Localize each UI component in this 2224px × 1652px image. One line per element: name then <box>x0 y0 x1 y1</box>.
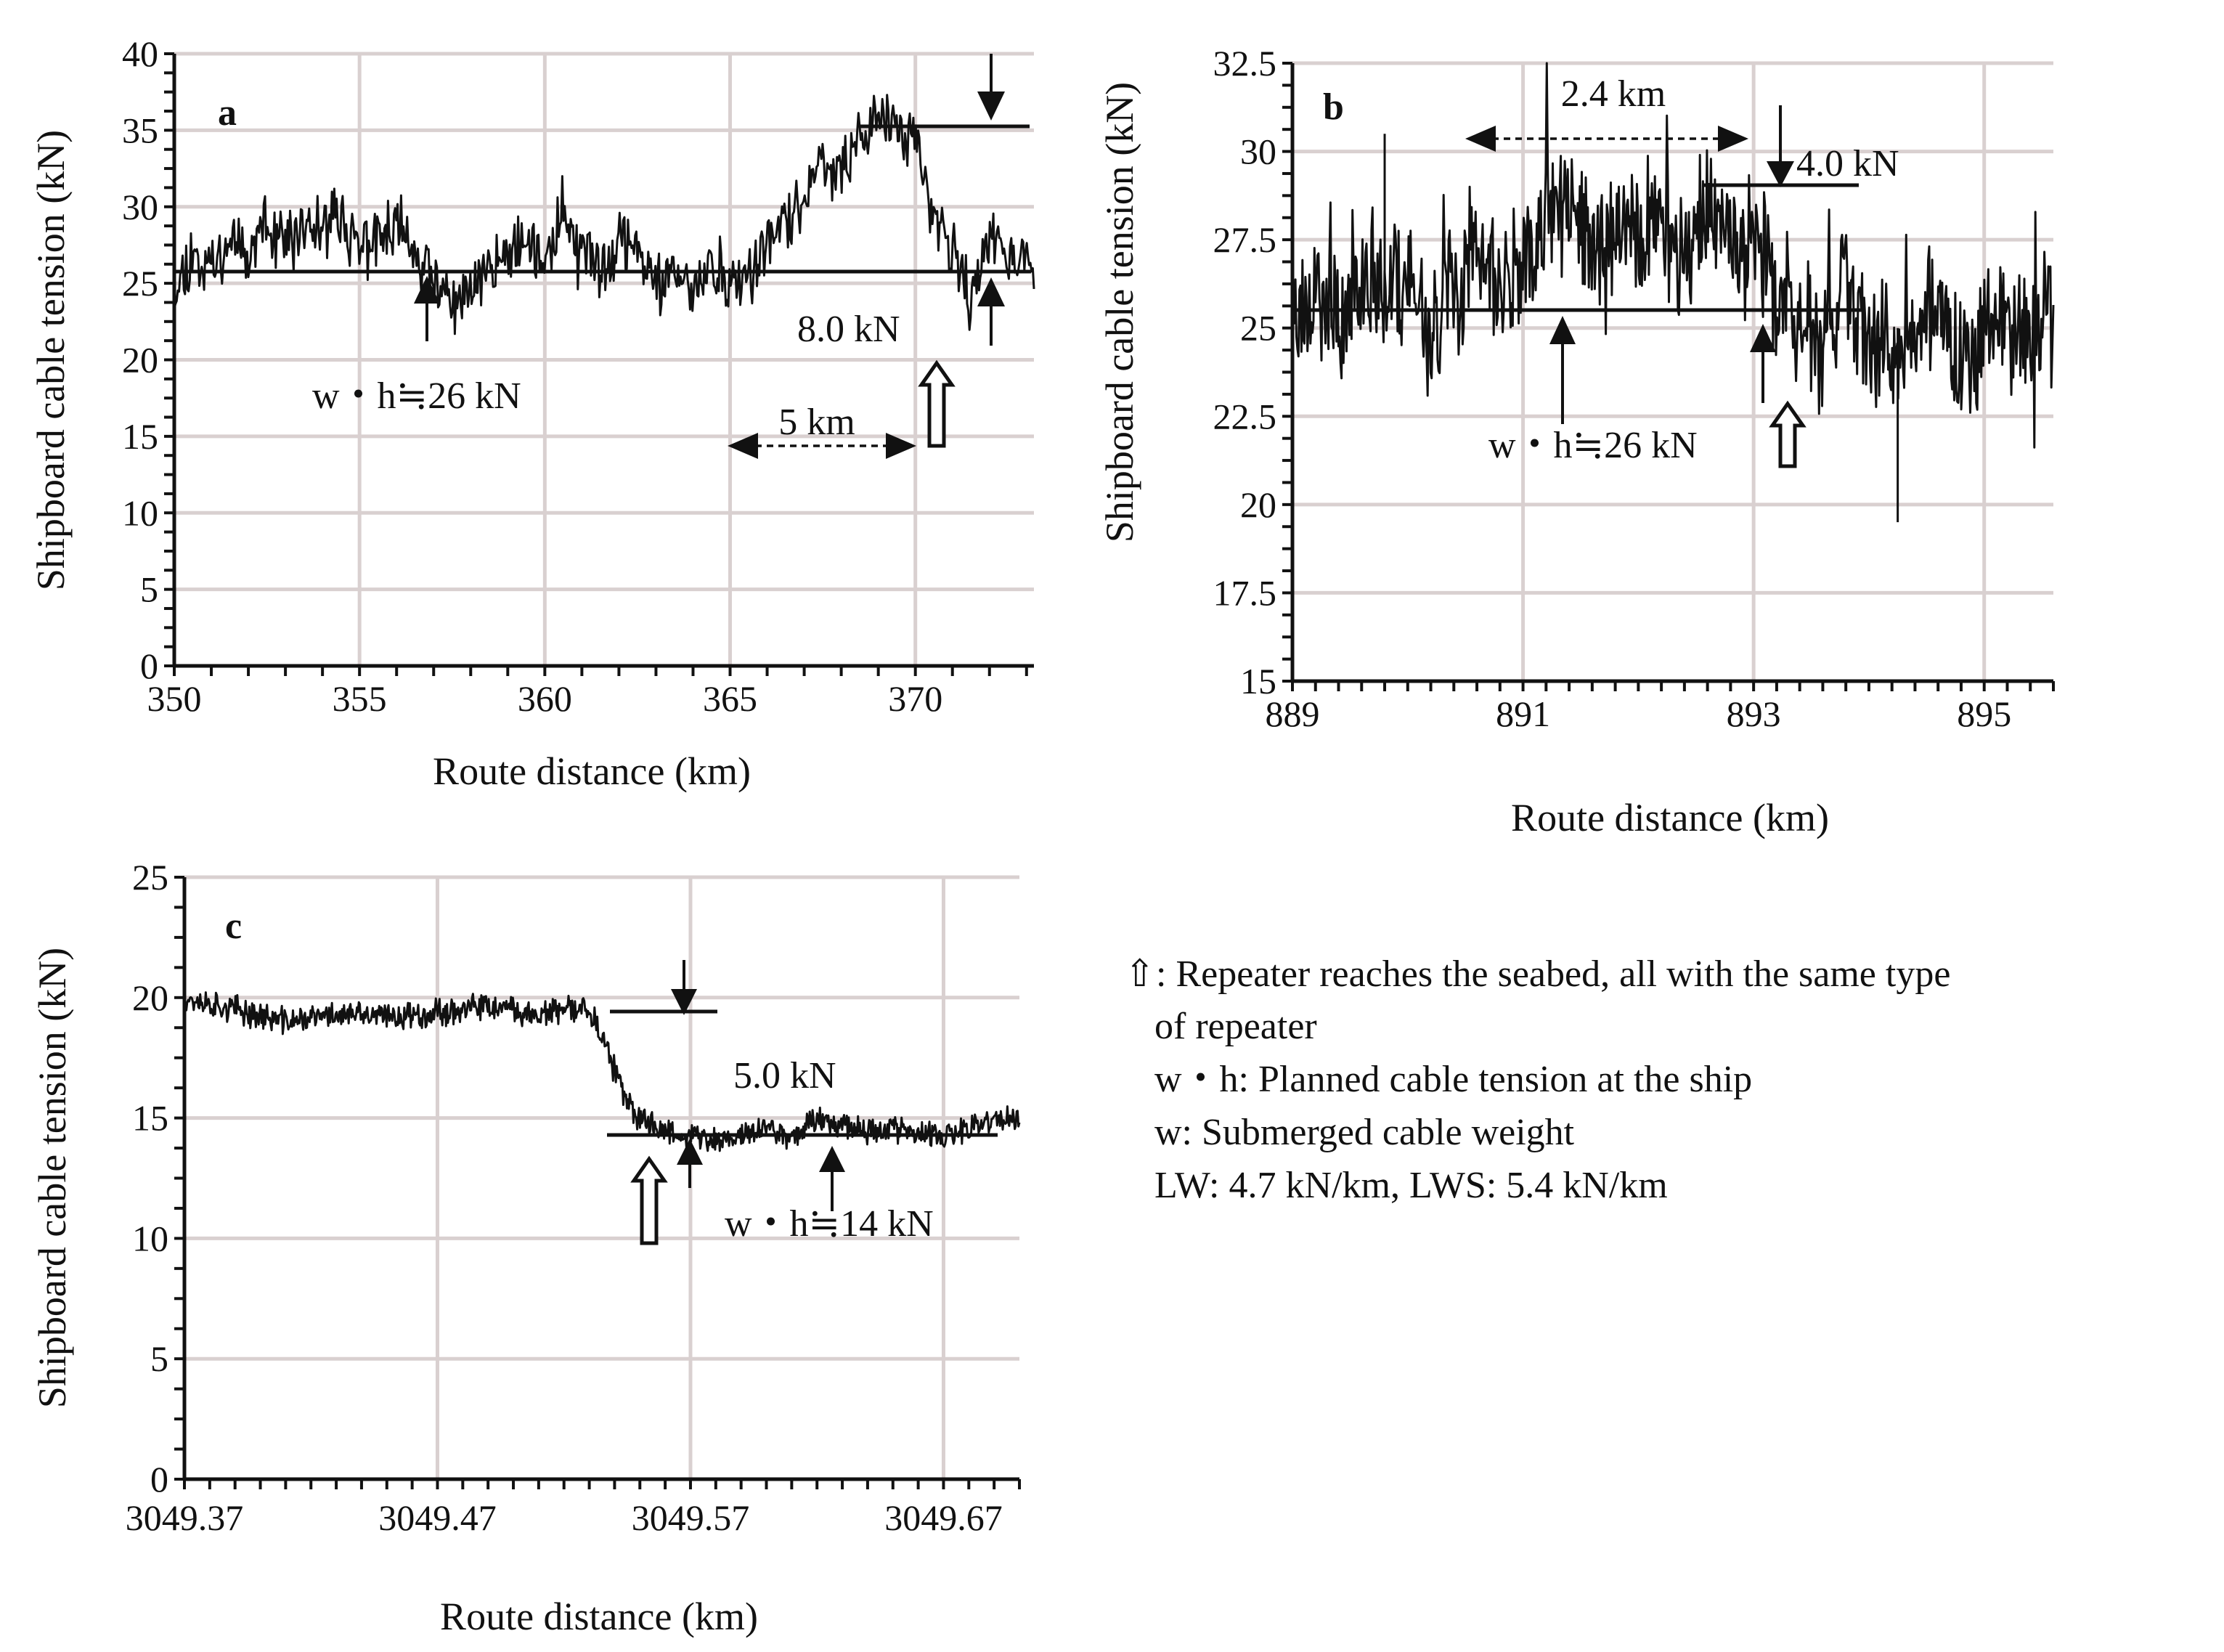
x-tick-label: 370 <box>888 678 942 719</box>
down-arrow-icon <box>1767 161 1794 187</box>
y-tick-label: 22.5 <box>1213 396 1277 436</box>
tension-difference-label: 5.0 kN <box>733 1055 836 1096</box>
legend-line: LW: 4.7 kN/km, LWS: 5.4 kN/km <box>1154 1165 1668 1206</box>
chart-panel-a: 0 5 10 15 20 25 30 35 40 350 355 360 365 370 a Route … <box>29 33 1035 793</box>
down-arrow-icon <box>671 989 697 1015</box>
right-arrow-icon <box>1718 126 1748 152</box>
down-arrow-icon <box>977 91 1005 121</box>
span-label: 5 km <box>778 402 855 443</box>
tension-difference-label: 4.0 kN <box>1796 143 1899 184</box>
x-tick-label: 891 <box>1496 693 1550 734</box>
y-axis-label: Shipboard cable tension (kN) <box>30 948 74 1408</box>
span-label: 2.4 km <box>1561 73 1666 115</box>
legend-line: of repeater <box>1154 1006 1317 1047</box>
up-arrow-icon <box>1750 324 1776 352</box>
x-axis-label: Route distance (km) <box>433 749 751 793</box>
repeater-arrow-icon <box>1769 400 1807 468</box>
series-line <box>183 991 1021 1152</box>
y-tick-label: 35 <box>122 110 158 150</box>
up-arrow-icon <box>819 1146 845 1172</box>
y-tick-label: 15 <box>122 416 158 457</box>
y-tick-label: 32.5 <box>1213 43 1277 84</box>
planned-tension-label: w・h≒26 kN <box>1488 425 1698 466</box>
y-tick-label: 25 <box>1240 308 1276 349</box>
x-tick-label: 365 <box>703 678 757 719</box>
series-line <box>173 94 1035 335</box>
y-tick-label: 5 <box>140 569 158 610</box>
y-tick-label: 0 <box>150 1459 168 1500</box>
x-tick-label: 3049.67 <box>884 1497 1003 1538</box>
y-tick-label: 20 <box>122 340 158 381</box>
y-axis-label: Shipboard cable tension (kN) <box>29 130 73 590</box>
y-tick-label: 5 <box>150 1338 168 1379</box>
panel-label-a: a <box>218 92 237 134</box>
right-arrow-icon <box>886 433 916 459</box>
legend-line: w・h: Planned cable tension at the ship <box>1154 1059 1752 1100</box>
x-tick-label: 895 <box>1957 693 2011 734</box>
up-arrow-icon <box>1549 316 1576 344</box>
y-tick-label: 27.5 <box>1213 219 1277 260</box>
series-line <box>1291 62 2055 449</box>
legend: ⇧ : Repeater reaches the seabed, all wit… <box>1124 953 1950 1206</box>
legend-line: w: Submerged cable weight <box>1154 1112 1575 1153</box>
y-tick-label: 17.5 <box>1213 572 1277 613</box>
y-tick-label: 0 <box>140 646 158 686</box>
repeater-arrow-icon <box>630 1155 668 1245</box>
panel-label-c: c <box>225 906 242 947</box>
y-tick-label: 40 <box>122 33 158 74</box>
y-tick-label: 10 <box>122 492 158 533</box>
x-axis-label: Route distance (km) <box>440 1595 758 1638</box>
y-tick-label: 25 <box>122 263 158 304</box>
y-tick-label: 20 <box>1240 484 1276 525</box>
up-arrow-icon <box>677 1139 703 1165</box>
up-arrow-icon <box>414 276 440 304</box>
y-tick-label: 20 <box>132 977 168 1018</box>
chart-panel-c: 0 5 10 15 20 25 3049.37 3049.47 3049.57 3049.67 c… <box>30 857 1021 1638</box>
x-tick-label: 3049.37 <box>126 1497 244 1538</box>
left-arrow-icon <box>1465 126 1496 152</box>
x-tick-label: 889 <box>1266 693 1320 734</box>
x-axis-label: Route distance (km) <box>1511 796 1829 839</box>
y-axis-label: Shipboard cable tension (kN) <box>1098 82 1141 542</box>
legend-line: : Repeater reaches the seabed, all with … <box>1156 953 1950 995</box>
repeater-legend-icon: ⇧ <box>1124 953 1156 995</box>
x-tick-label: 350 <box>147 678 202 719</box>
y-tick-label: 10 <box>132 1218 168 1258</box>
x-tick-label: 3049.57 <box>632 1497 750 1538</box>
chart-panel-b: 15 17.5 20 22.5 25 27.5 30 32.5 889 891 893 895 b R… <box>1098 43 2055 839</box>
x-tick-label: 360 <box>518 678 572 719</box>
planned-tension-label: w・h≒26 kN <box>312 375 521 417</box>
panel-label-b: b <box>1323 86 1344 128</box>
up-arrow-icon <box>977 277 1005 306</box>
planned-tension-label: w・h≒14 kN <box>725 1203 934 1245</box>
y-tick-label: 15 <box>1240 661 1276 701</box>
left-arrow-icon <box>728 433 758 459</box>
x-tick-label: 893 <box>1727 693 1781 734</box>
y-tick-label: 25 <box>132 857 168 898</box>
y-tick-label: 30 <box>122 187 158 227</box>
repeater-arrow-icon <box>918 359 956 448</box>
y-tick-label: 15 <box>132 1098 168 1139</box>
tension-difference-label: 8.0 kN <box>797 309 900 350</box>
y-tick-label: 30 <box>1240 131 1276 172</box>
x-tick-label: 355 <box>333 678 387 719</box>
x-tick-label: 3049.47 <box>378 1497 497 1538</box>
